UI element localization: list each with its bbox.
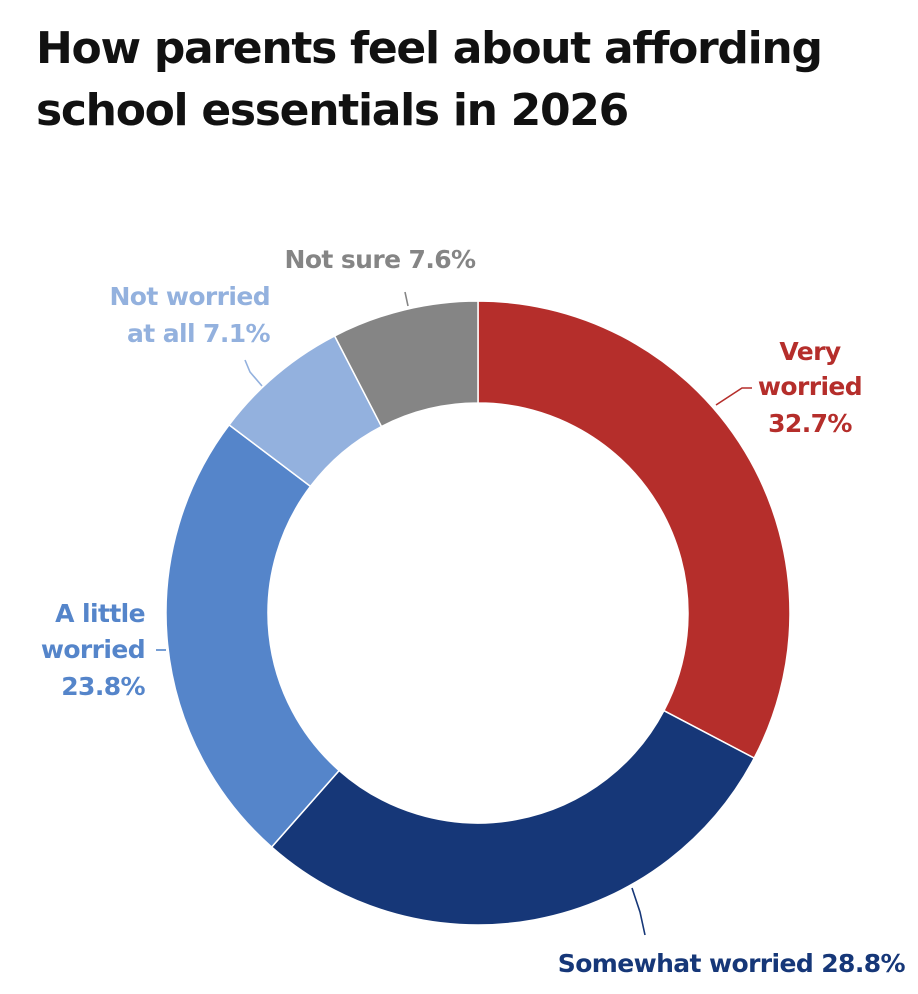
- leader-line-very-worried: [715, 387, 752, 406]
- label-very-worried-line-1: Very: [779, 337, 840, 366]
- label-a-little-worried-line-2: worried: [41, 635, 145, 664]
- label-somewhat-worried-line-1: Somewhat worried 28.8%: [558, 949, 906, 978]
- leader-line-somewhat-worried: [631, 887, 646, 936]
- slice-very-worried: [477, 300, 791, 760]
- slice-somewhat-worried: [270, 709, 756, 926]
- label-not-sure-line-1: Not sure 7.6%: [285, 245, 477, 274]
- leader-line-not-worried-at-all: [244, 359, 263, 387]
- label-not-worried-at-all-line-2: at all 7.1%: [127, 319, 271, 348]
- label-very-worried-line-2: worried: [758, 372, 862, 401]
- donut-slices: [165, 300, 791, 926]
- leader-line-not-sure: [404, 291, 409, 307]
- label-a-little-worried-line-3: 23.8%: [61, 672, 145, 701]
- slice-labels: Very worried 32.7% Somewhat worried 28.8% A …: [41, 245, 906, 978]
- slice-a-little-worried: [165, 423, 341, 849]
- label-not-worried-at-all-line-1: Not worried: [109, 282, 270, 311]
- slice-not-sure: [333, 300, 479, 428]
- chart-title: How parents feel about affording school …: [36, 23, 823, 136]
- label-a-little-worried-line-1: A little: [55, 599, 145, 628]
- label-leader-lines: [156, 291, 752, 936]
- label-very-worried-line-3: 32.7%: [768, 409, 852, 438]
